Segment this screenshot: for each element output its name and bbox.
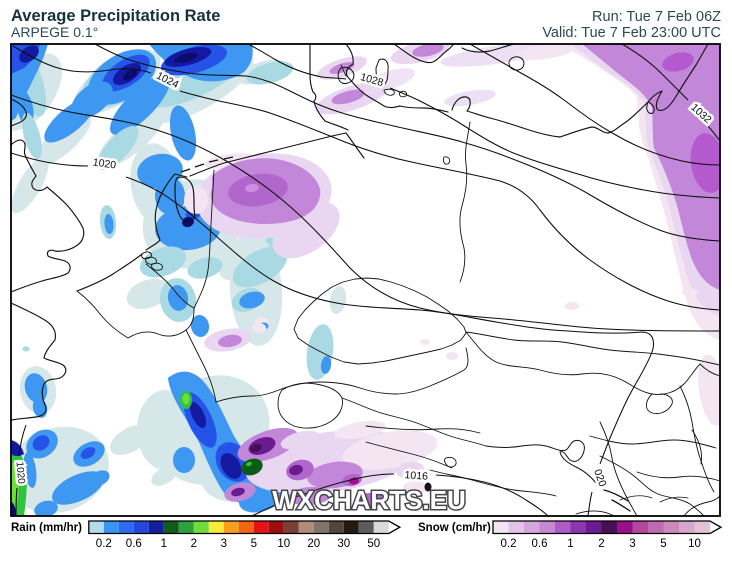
svg-text:1020: 1020	[14, 461, 27, 485]
svg-text:0.6: 0.6	[532, 538, 548, 550]
svg-text:2: 2	[191, 538, 197, 550]
svg-text:Rain (mm/hr): Rain (mm/hr)	[11, 522, 82, 534]
svg-text:5: 5	[660, 538, 666, 550]
svg-text:Run: Tue 7 Feb 06Z: Run: Tue 7 Feb 06Z	[592, 9, 721, 25]
svg-text:1: 1	[161, 538, 167, 550]
svg-text:1016: 1016	[404, 469, 428, 483]
svg-text:0.2: 0.2	[96, 538, 112, 550]
svg-text:Snow (cm/hr): Snow (cm/hr)	[418, 522, 491, 534]
svg-text:20: 20	[307, 538, 320, 550]
svg-text:Valid: Tue 7 Feb 23:00 UTC: Valid: Tue 7 Feb 23:00 UTC	[542, 25, 721, 41]
svg-text:WXCHARTS.EU: WXCHARTS.EU	[272, 485, 466, 515]
svg-text:5: 5	[251, 538, 257, 550]
svg-text:Average Precipitation Rate: Average Precipitation Rate	[11, 7, 220, 25]
svg-text:30: 30	[337, 538, 350, 550]
svg-text:ARPEGE 0.1°: ARPEGE 0.1°	[11, 24, 98, 40]
svg-text:0.6: 0.6	[126, 538, 142, 550]
svg-text:3: 3	[221, 538, 227, 550]
svg-text:0.2: 0.2	[501, 538, 517, 550]
svg-text:1: 1	[567, 538, 573, 550]
svg-text:50: 50	[367, 538, 380, 550]
svg-text:2: 2	[598, 538, 604, 550]
svg-text:10: 10	[688, 538, 701, 550]
svg-text:10: 10	[277, 538, 290, 550]
svg-text:3: 3	[629, 538, 635, 550]
